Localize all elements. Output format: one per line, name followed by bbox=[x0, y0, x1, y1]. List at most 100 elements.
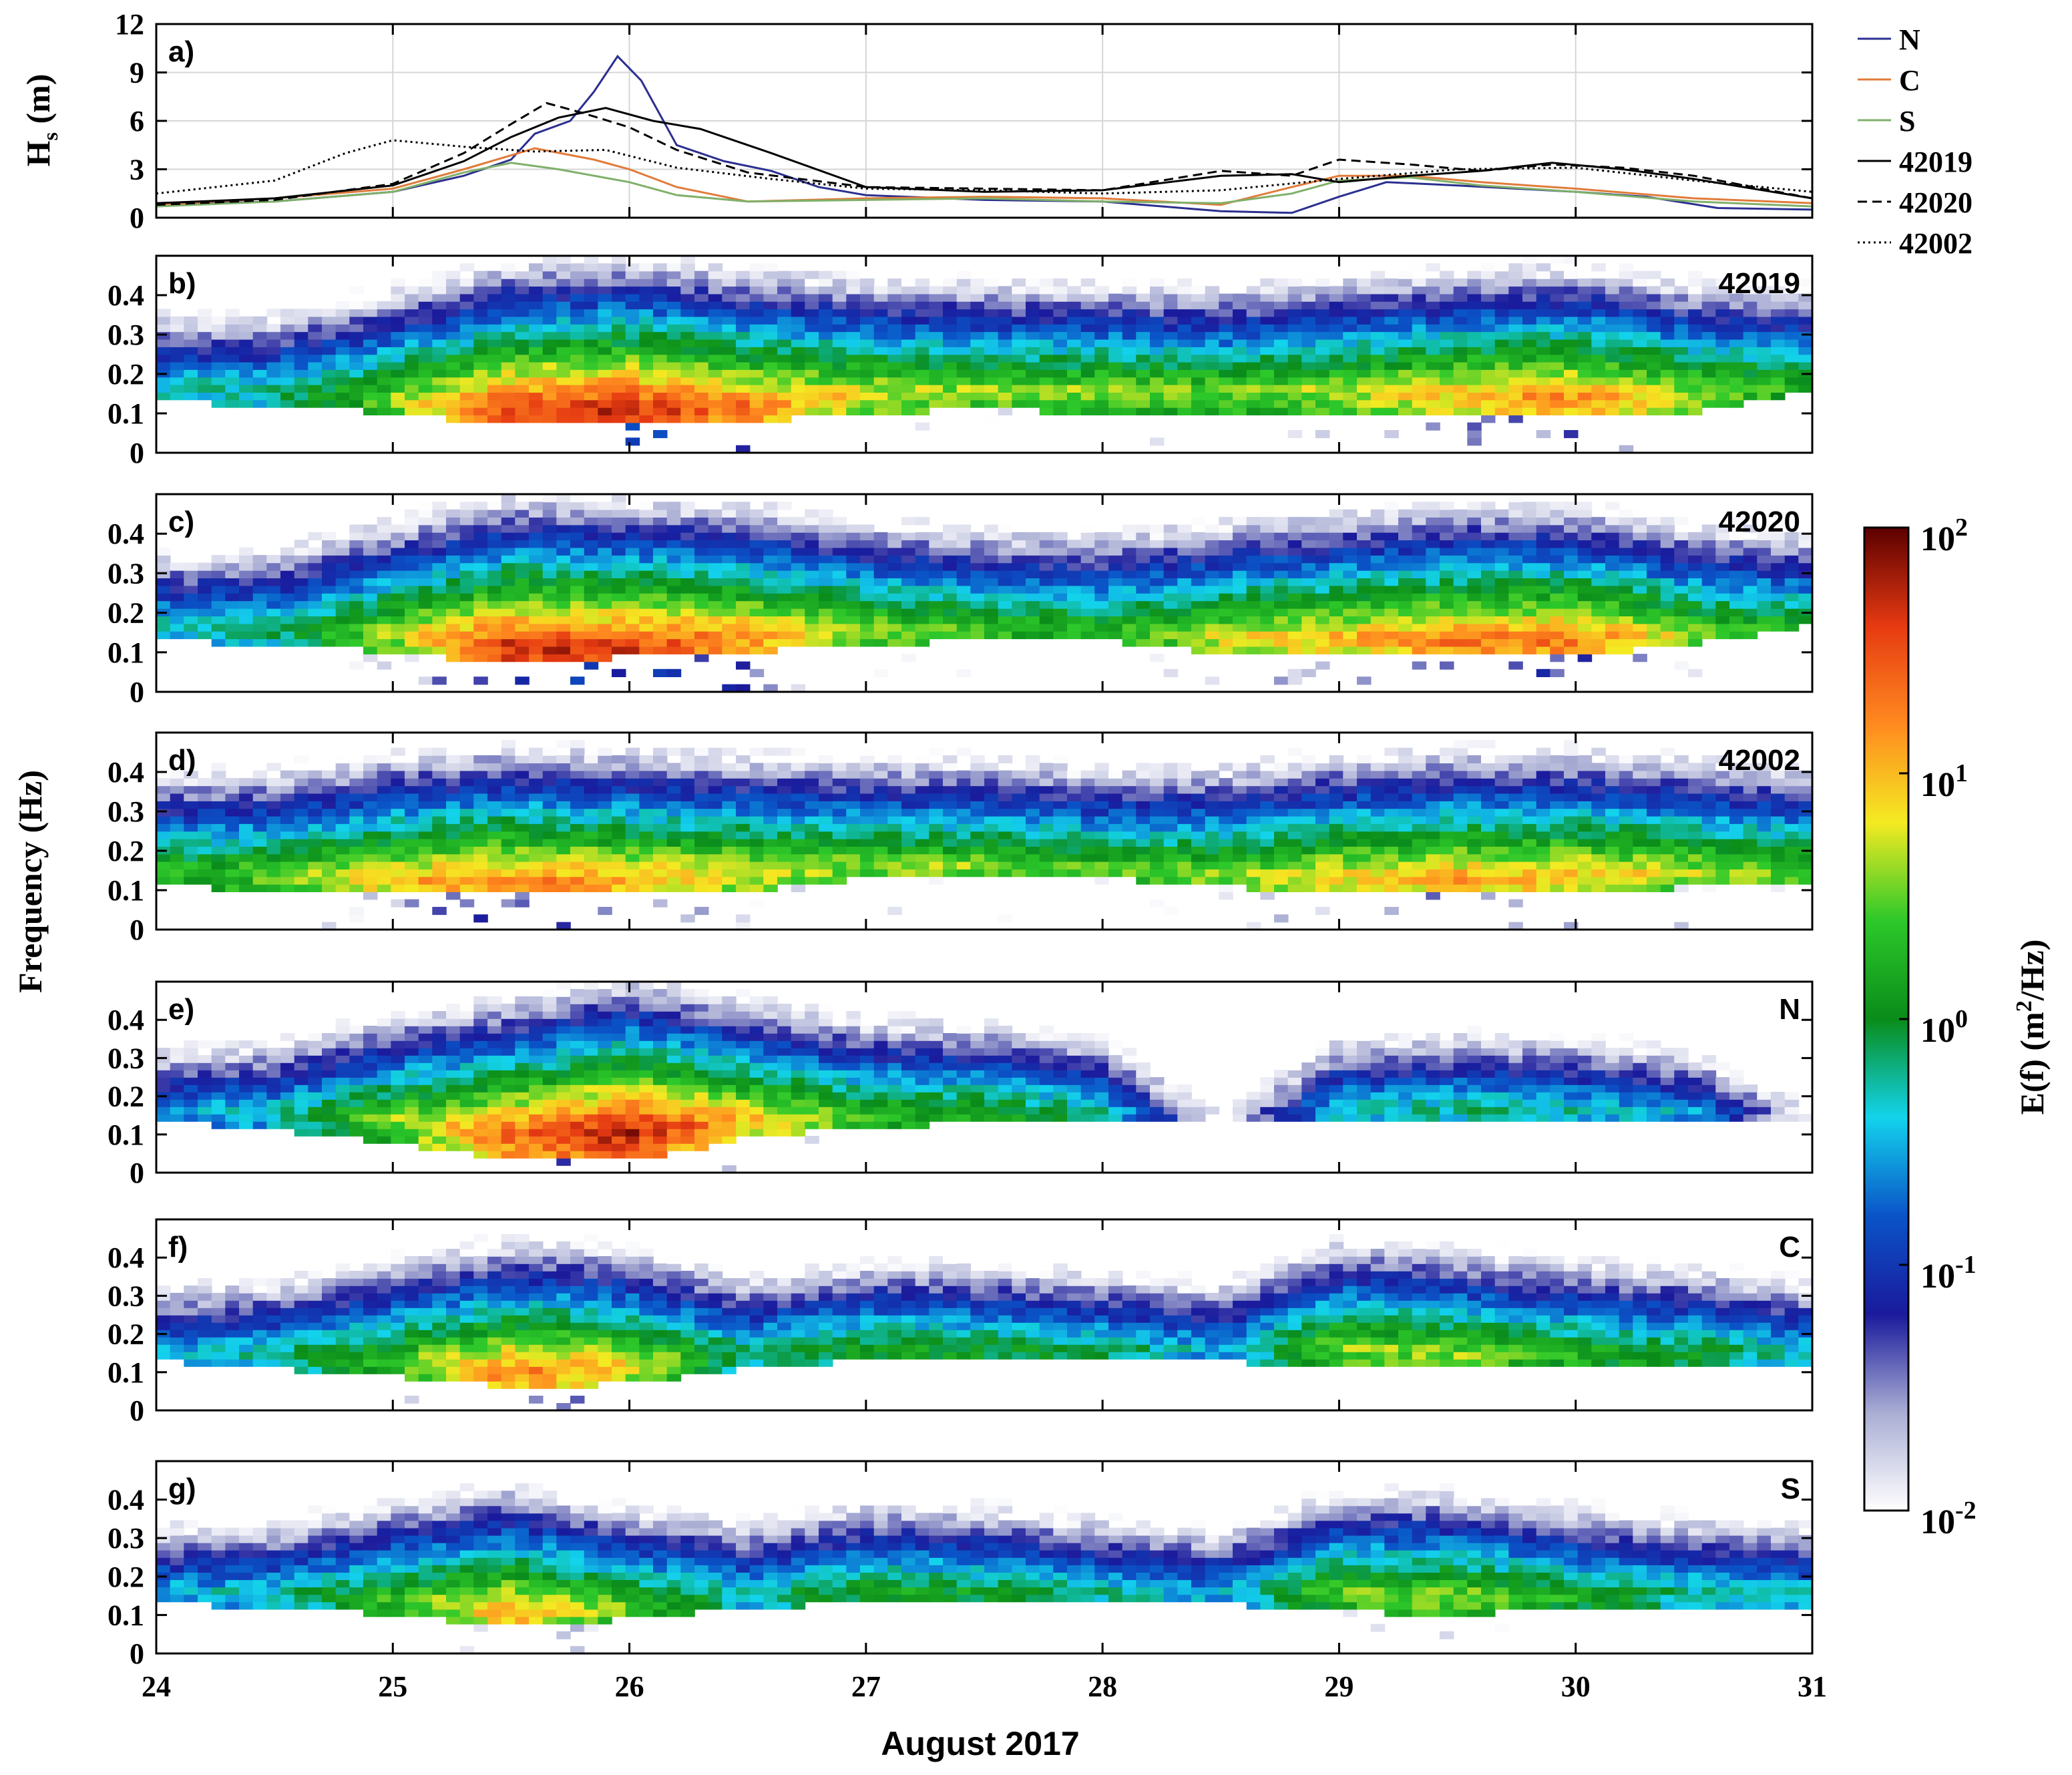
heatmap-cell bbox=[1219, 570, 1233, 578]
heatmap-cell bbox=[1757, 354, 1772, 363]
heatmap-cell bbox=[1453, 638, 1468, 647]
heatmap-cell bbox=[915, 316, 930, 325]
heatmap-cell bbox=[666, 532, 682, 541]
heatmap-cell bbox=[1301, 600, 1316, 609]
heatmap-cell bbox=[198, 793, 212, 801]
heatmap-cell bbox=[487, 331, 502, 340]
heatmap-cell bbox=[487, 646, 502, 654]
heatmap-cell bbox=[515, 347, 530, 355]
heatmap-cell bbox=[529, 846, 544, 855]
heatmap-cell bbox=[929, 316, 944, 325]
heatmap-cell bbox=[1094, 301, 1109, 310]
heatmap-cell bbox=[1398, 517, 1413, 526]
heatmap-cell bbox=[405, 778, 419, 787]
heatmap-cell bbox=[556, 399, 571, 408]
heatmap-cell bbox=[1715, 593, 1730, 602]
heatmap-cell bbox=[363, 869, 378, 877]
heatmap-cell bbox=[943, 286, 958, 294]
heatmap-cell bbox=[1163, 578, 1179, 586]
heatmap-cell bbox=[639, 578, 654, 586]
heatmap-cell bbox=[322, 540, 337, 548]
heatmap-cell bbox=[1150, 316, 1165, 325]
heatmap-cell bbox=[252, 831, 268, 839]
heatmap-cell bbox=[1467, 316, 1482, 325]
heatmap-cell bbox=[1798, 361, 1813, 370]
heatmap-cell bbox=[322, 785, 337, 794]
heatmap-cell bbox=[1660, 570, 1675, 578]
heatmap-cell bbox=[625, 354, 640, 363]
heatmap-cell bbox=[1343, 524, 1358, 533]
heatmap-cell bbox=[708, 415, 723, 423]
heatmap-cell bbox=[211, 853, 226, 862]
heatmap-cell bbox=[943, 324, 958, 333]
heatmap-cell bbox=[252, 392, 268, 401]
heatmap-cell bbox=[791, 316, 806, 325]
heatmap-cell bbox=[1729, 361, 1744, 370]
heatmap-cell bbox=[666, 585, 682, 594]
heatmap-cell bbox=[1494, 532, 1510, 541]
heatmap-cell bbox=[1771, 309, 1786, 317]
heatmap-cell bbox=[1577, 324, 1593, 333]
heatmap-cell bbox=[1426, 361, 1440, 370]
heatmap-cell bbox=[1370, 540, 1386, 548]
heatmap-cell bbox=[749, 532, 765, 541]
heatmap-cell bbox=[915, 399, 930, 408]
heatmap-cell bbox=[446, 369, 461, 378]
heatmap-cell bbox=[1633, 623, 1647, 632]
heatmap-cell bbox=[446, 547, 461, 556]
heatmap-cell bbox=[529, 347, 544, 355]
heatmap-cell bbox=[1591, 293, 1606, 302]
heatmap-cell bbox=[943, 532, 958, 541]
heatmap-cell bbox=[239, 883, 254, 892]
heatmap-cell bbox=[1301, 407, 1316, 415]
heatmap-cell bbox=[1177, 593, 1192, 602]
heatmap-cell bbox=[1440, 339, 1454, 347]
heatmap-cell bbox=[749, 570, 765, 578]
heatmap-cell bbox=[1784, 354, 1800, 363]
heatmap-cell bbox=[1026, 286, 1040, 294]
heatmap-cell bbox=[1026, 593, 1040, 602]
heatmap-cell bbox=[1674, 638, 1689, 647]
heatmap-cell bbox=[1301, 331, 1316, 340]
heatmap-cell bbox=[308, 399, 323, 408]
heatmap-cell bbox=[722, 517, 737, 526]
heatmap-cell bbox=[625, 392, 640, 401]
heatmap-cell bbox=[1564, 286, 1579, 294]
heatmap-cell bbox=[1260, 638, 1275, 647]
heatmap-cell bbox=[184, 570, 198, 578]
heatmap-cell bbox=[1233, 331, 1247, 340]
heatmap-cell bbox=[266, 853, 281, 862]
heatmap-cell bbox=[418, 392, 433, 401]
heatmap-cell bbox=[1550, 616, 1565, 624]
heatmap-cell bbox=[225, 853, 240, 862]
heatmap-cell bbox=[501, 494, 516, 503]
heatmap-cell bbox=[1384, 339, 1399, 347]
heatmap-cell bbox=[391, 547, 405, 556]
heatmap-cell bbox=[970, 347, 985, 355]
heatmap-cell bbox=[736, 361, 751, 370]
heatmap-cell bbox=[1536, 585, 1551, 594]
heatmap-cell bbox=[1550, 517, 1565, 526]
heatmap-cell bbox=[791, 630, 806, 640]
heatmap-cell bbox=[1384, 384, 1399, 393]
heatmap-cell bbox=[1577, 654, 1593, 662]
heatmap-cell bbox=[694, 654, 709, 662]
heatmap-cell bbox=[542, 600, 558, 609]
heatmap-cell bbox=[915, 600, 930, 609]
heatmap-cell bbox=[1660, 324, 1675, 333]
heatmap-cell bbox=[211, 763, 226, 771]
heatmap-cell bbox=[570, 263, 585, 272]
heatmap-cell bbox=[184, 793, 198, 801]
heatmap-cell bbox=[1136, 293, 1151, 302]
heatmap-cell bbox=[515, 755, 530, 764]
heatmap-cell bbox=[584, 361, 599, 370]
heatmap-cell bbox=[446, 883, 461, 892]
heatmap-cell bbox=[542, 778, 558, 787]
heatmap-cell bbox=[363, 638, 378, 647]
heatmap-cell bbox=[473, 755, 488, 764]
heatmap-cell bbox=[529, 808, 544, 817]
heatmap-cell bbox=[239, 354, 254, 363]
heatmap-cell bbox=[280, 347, 295, 355]
heatmap-cell bbox=[1633, 600, 1647, 609]
heatmap-cell bbox=[363, 823, 378, 832]
